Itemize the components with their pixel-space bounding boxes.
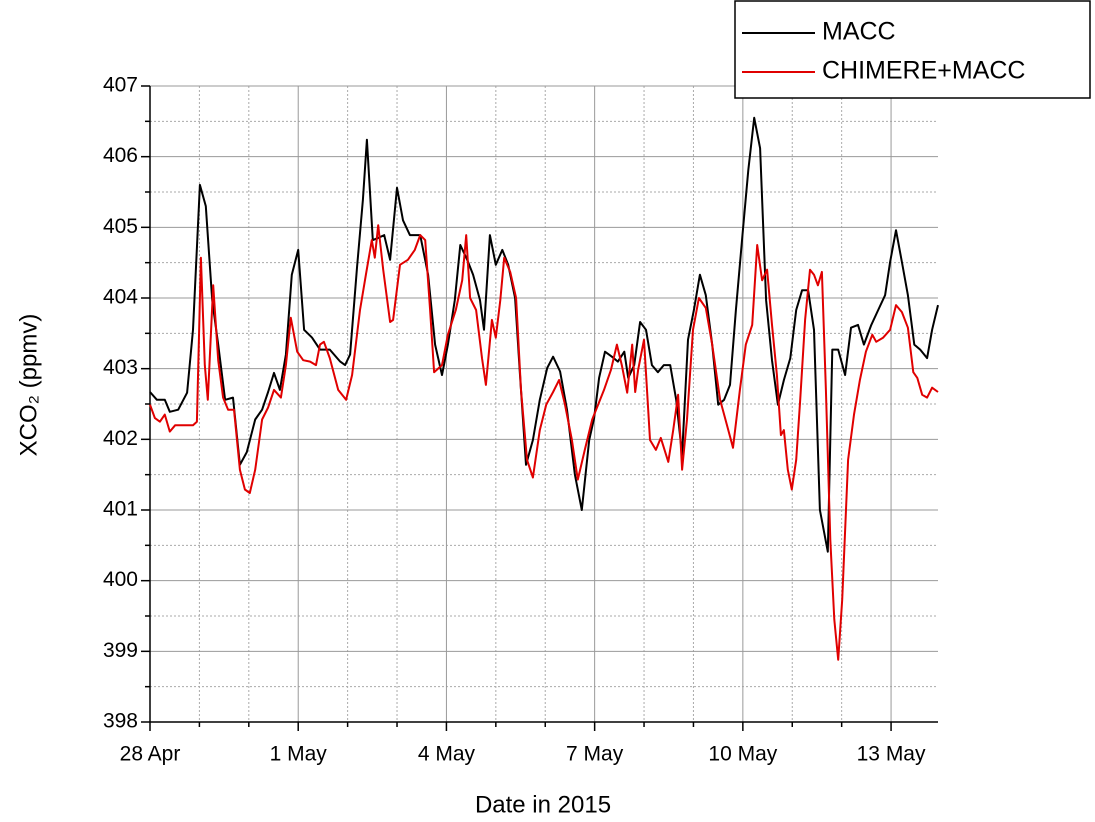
legend-box (734, 0, 1091, 99)
x-tick-label: 10 May (708, 743, 777, 766)
y-tick-label: 402 (103, 427, 138, 450)
x-tick-label: 7 May (566, 743, 624, 766)
y-tick-label: 406 (103, 144, 138, 167)
x-axis-title: Date in 2015 (475, 791, 611, 818)
legend-label: MACC (822, 18, 896, 46)
y-tick-label: 400 (103, 568, 138, 591)
y-tick-label: 405 (103, 215, 138, 238)
x-tick-label: 1 May (270, 743, 328, 766)
y-tick-label: 398 (103, 710, 138, 733)
series-line (149, 224, 939, 661)
x-tick-label: 13 May (857, 743, 926, 766)
y-axis-title: XCO₂ (ppmv) (15, 314, 42, 457)
x-tick-label: 4 May (418, 743, 476, 766)
x-tick-label: 28 Apr (120, 743, 181, 766)
y-tick-label: 404 (103, 286, 138, 309)
y-tick-label: 407 (103, 74, 138, 97)
y-tick-label: 399 (103, 639, 138, 662)
y-tick-label: 403 (103, 356, 138, 379)
series-line (149, 116, 939, 553)
y-tick-label: 401 (103, 498, 138, 521)
legend-label: CHIMERE+MACC (822, 57, 1026, 85)
